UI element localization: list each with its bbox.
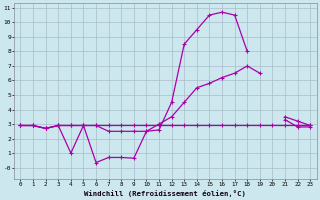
X-axis label: Windchill (Refroidissement éolien,°C): Windchill (Refroidissement éolien,°C) — [84, 190, 246, 197]
